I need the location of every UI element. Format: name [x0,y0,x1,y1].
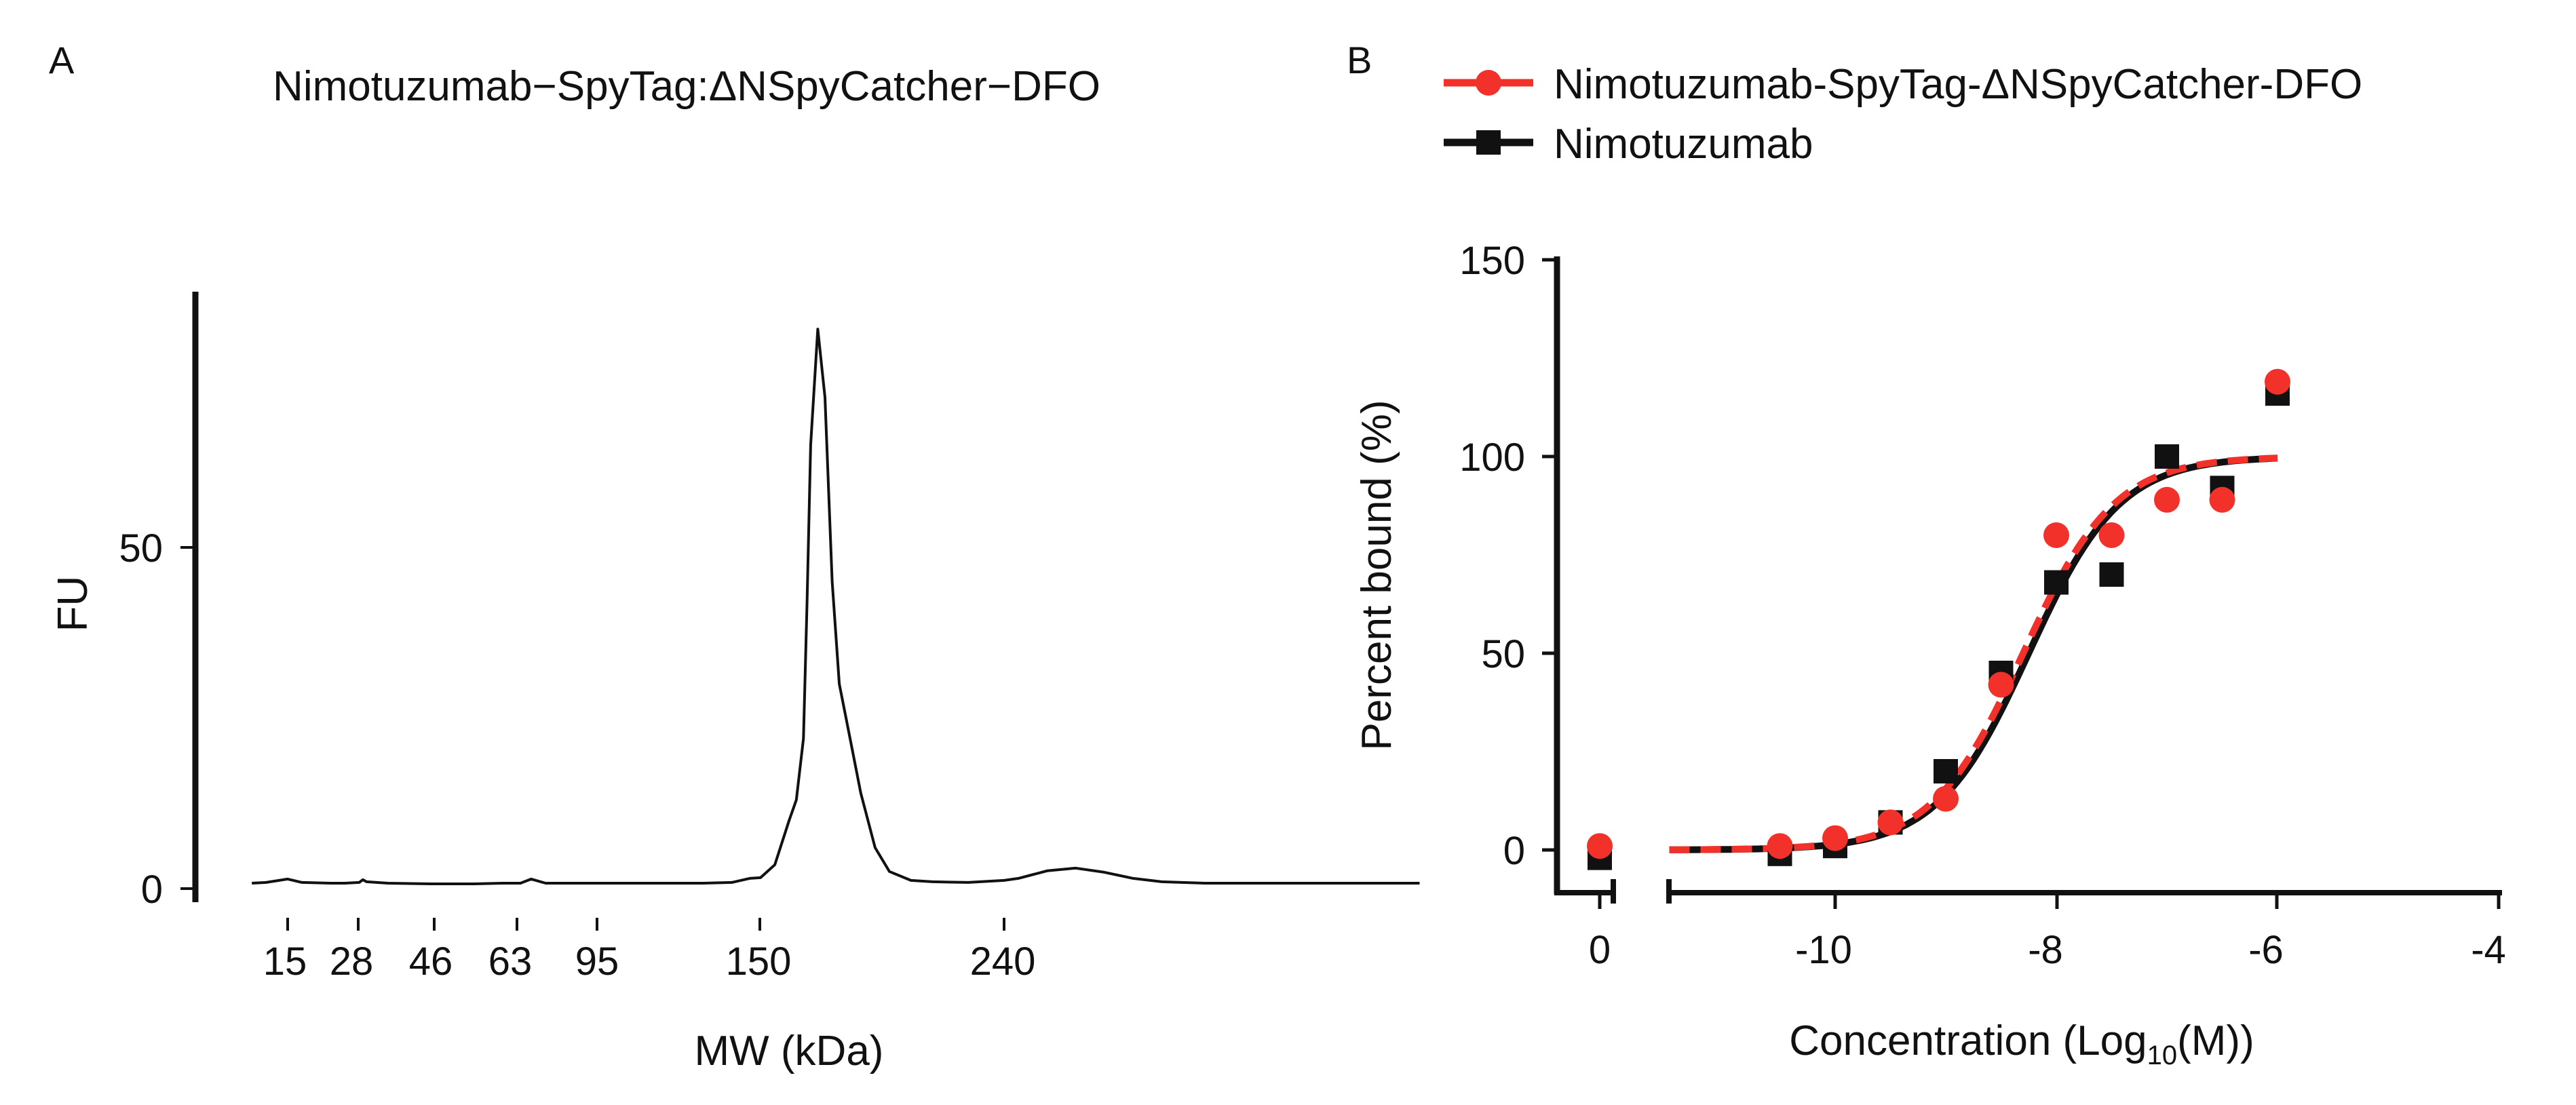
panel-b-x-label-end: (M)) [2177,1017,2254,1064]
data-point-conjugate [2154,486,2180,513]
panel-a-x-tick-label: 95 [575,939,619,984]
panel-a-y-tick-label: 50 [119,526,163,570]
legend-marker-square [1476,130,1501,155]
legend-marker-circle [1476,70,1501,96]
panel-b-x-ticks: 0 -10 -8 -6 -4 [1589,893,2506,972]
panel-b-y-label: Percent bound (%) [1353,400,1400,751]
data-point-conjugate [1933,786,1959,812]
data-point-conjugate [2209,486,2235,513]
panel-b-x-tick-label: -8 [2028,928,2063,972]
data-point-conjugate [1877,809,1904,836]
panel-a-x-tick-label: 63 [488,939,533,984]
legend-label-conjugate: Nimotuzumab-SpyTag-ΔNSpyCatcher-DFO [1554,61,2362,108]
data-point-conjugate [1988,672,2014,698]
panel-a-x-tick-label: 240 [970,939,1036,984]
panel-a-trace [252,328,1420,885]
panel-a-x-tick-label: 28 [330,939,374,984]
data-point-nimotuzumab [1934,759,1958,783]
panel-b-fit-curves [1669,454,2278,853]
panel-b-x-tick-label: -6 [2248,928,2284,972]
panel-a-x-ticks: 15 28 46 63 95 150 240 [263,918,1036,984]
panel-b-x-label-main: Concentration (Log [1789,1017,2147,1064]
fit-curve-conjugate [1669,454,2278,853]
panel-b-x-tick-label: -4 [2471,928,2506,972]
panel-a-y-tick-label: 0 [141,868,163,912]
panel-b-label: B [1347,39,1372,81]
data-point-conjugate [2098,522,2125,548]
panel-a-y-ticks: 0 50 [119,526,195,912]
panel-a-x-tick-label: 150 [726,939,792,984]
legend-item-nimotuzumab: Nimotuzumab [1444,121,1813,168]
panel-b-x-label: Concentration (Log10(M)) [1789,1017,2254,1070]
panel-a-x-tick-label: 46 [409,939,453,984]
panel-b-x-tick-label: -10 [1795,928,1852,972]
panel-b-y-tick-label: 50 [1481,632,1525,676]
legend-item-conjugate: Nimotuzumab-SpyTag-ΔNSpyCatcher-DFO [1444,61,2362,108]
panel-b-x-label-subscript: 10 [2147,1041,2178,1070]
legend: Nimotuzumab-SpyTag-ΔNSpyCatcher-DFO Nimo… [1444,61,2362,168]
data-point-conjugate [1822,825,1848,851]
fit-curve-nimotuzumab [1669,454,2278,853]
panel-a-y-label: FU [50,576,96,632]
data-point-conjugate [2265,368,2290,395]
panel-a-label: A [49,39,75,81]
panel-b-y-tick-label: 100 [1459,435,1525,480]
panel-b-y-tick-label: 150 [1459,239,1525,283]
panel-a-title: Nimotuzumab−SpyTag:ΔNSpyCatcher−DFO [273,63,1100,110]
panel-a-x-label: MW (kDa) [695,1028,884,1074]
legend-label-nimotuzumab: Nimotuzumab [1554,121,1813,168]
panel-b: B Nimotuzumab-SpyTag-ΔNSpyCatcher-DFO Ni… [1347,39,2506,1070]
panel-a-x-tick-label: 15 [263,939,307,984]
panel-b-y-ticks: 0 50 100 150 [1459,239,1557,873]
data-point-nimotuzumab [2099,562,2124,587]
data-point-conjugate [2043,522,2069,548]
panel-a: A Nimotuzumab−SpyTag:ΔNSpyCatcher−DFO 0 … [49,39,1420,1074]
data-point-nimotuzumab [2155,444,2179,469]
data-point-conjugate [1767,833,1793,859]
panel-b-y-tick-label: 0 [1503,829,1525,873]
data-point-nimotuzumab [2044,570,2069,595]
data-point-conjugate [1587,833,1613,859]
panel-b-x-tick-label: 0 [1589,928,1611,972]
panel-b-data-points [1587,368,2290,870]
